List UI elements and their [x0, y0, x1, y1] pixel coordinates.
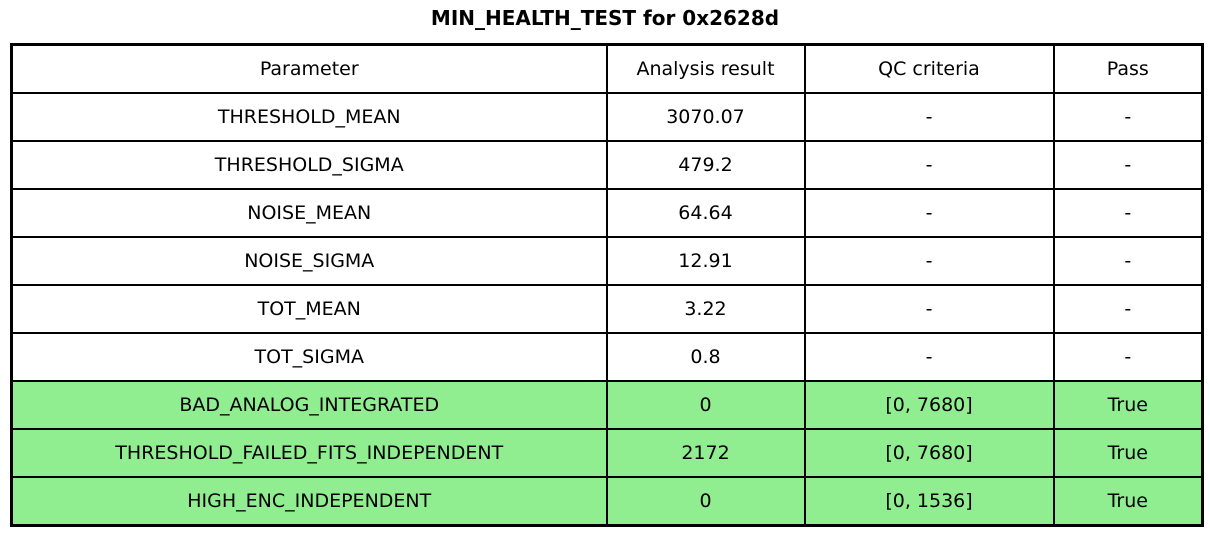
qc-criteria-cell: - [803, 140, 1055, 190]
parameter-cell: BAD_ANALOG_INTEGRATED [10, 380, 608, 430]
qc-criteria-cell: - [803, 236, 1055, 286]
table-row: TOT_MEAN 3.22 - - [10, 284, 1204, 334]
parameter-cell: NOISE_MEAN [10, 188, 608, 238]
qc-criteria-cell: - [803, 332, 1055, 382]
result-cell: 64.64 [605, 188, 806, 238]
parameter-cell: THRESHOLD_MEAN [10, 92, 608, 142]
parameter-cell: NOISE_SIGMA [10, 236, 608, 286]
column-header-pass: Pass [1052, 43, 1204, 94]
table-row: NOISE_SIGMA 12.91 - - [10, 236, 1204, 286]
qc-criteria-cell: - [803, 92, 1055, 142]
pass-cell: - [1052, 284, 1204, 334]
result-cell: 2172 [605, 428, 806, 478]
result-cell: 3070.07 [605, 92, 806, 142]
result-cell: 3.22 [605, 284, 806, 334]
qc-criteria-cell: [0, 1536] [803, 476, 1055, 527]
result-cell: 0.8 [605, 332, 806, 382]
table-row: THRESHOLD_MEAN 3070.07 - - [10, 92, 1204, 142]
result-cell: 479.2 [605, 140, 806, 190]
column-header-analysis-result: Analysis result [605, 43, 806, 94]
result-cell: 12.91 [605, 236, 806, 286]
table-row: HIGH_ENC_INDEPENDENT 0 [0, 1536] True [10, 476, 1204, 527]
pass-cell: - [1052, 92, 1204, 142]
chart-title: MIN_HEALTH_TEST for 0x2628d [430, 6, 780, 30]
pass-cell: True [1052, 380, 1204, 430]
result-cell: 0 [605, 476, 806, 527]
qc-criteria-cell: [0, 7680] [803, 380, 1055, 430]
pass-cell: - [1052, 236, 1204, 286]
qc-criteria-cell: - [803, 284, 1055, 334]
header-row: Parameter Analysis result QC criteria Pa… [10, 43, 1204, 94]
qc-results-table: Parameter Analysis result QC criteria Pa… [10, 43, 1204, 527]
parameter-cell: THRESHOLD_FAILED_FITS_INDEPENDENT [10, 428, 608, 478]
table-row: TOT_SIGMA 0.8 - - [10, 332, 1204, 382]
result-cell: 0 [605, 380, 806, 430]
column-header-parameter: Parameter [10, 43, 608, 94]
pass-cell: - [1052, 188, 1204, 238]
pass-cell: True [1052, 428, 1204, 478]
parameter-cell: TOT_SIGMA [10, 332, 608, 382]
pass-cell: True [1052, 476, 1204, 527]
table-row: THRESHOLD_FAILED_FITS_INDEPENDENT 2172 [… [10, 428, 1204, 478]
parameter-cell: HIGH_ENC_INDEPENDENT [10, 476, 608, 527]
parameter-cell: THRESHOLD_SIGMA [10, 140, 608, 190]
pass-cell: - [1052, 332, 1204, 382]
table-row: BAD_ANALOG_INTEGRATED 0 [0, 7680] True [10, 380, 1204, 430]
column-header-qc-criteria: QC criteria [803, 43, 1055, 94]
qc-criteria-cell: [0, 7680] [803, 428, 1055, 478]
qc-criteria-cell: - [803, 188, 1055, 238]
table-row: THRESHOLD_SIGMA 479.2 - - [10, 140, 1204, 190]
parameter-cell: TOT_MEAN [10, 284, 608, 334]
pass-cell: - [1052, 140, 1204, 190]
table-row: NOISE_MEAN 64.64 - - [10, 188, 1204, 238]
